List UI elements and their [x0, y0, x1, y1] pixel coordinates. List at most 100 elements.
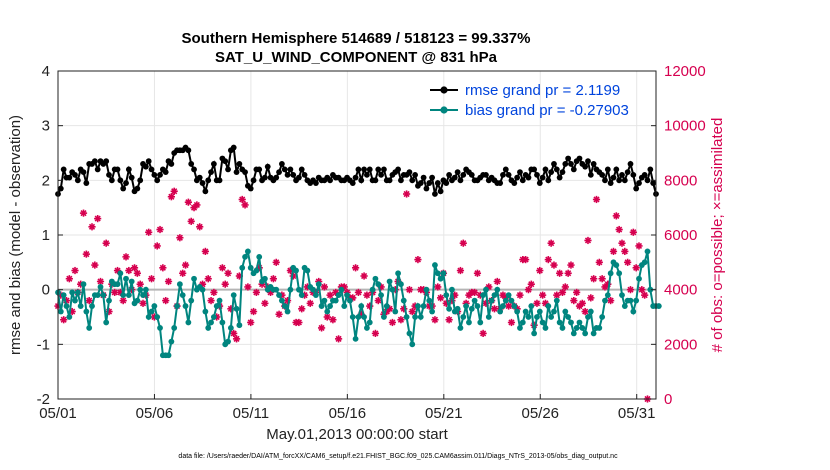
obs-count-point [402, 190, 411, 198]
obs-count-point [459, 239, 467, 247]
bias-point [485, 314, 492, 320]
obs-marker-stroke [457, 267, 464, 274]
obs-marker-stroke [491, 305, 498, 312]
bias-point [426, 297, 433, 304]
bias-point [553, 297, 560, 304]
rmse-point [225, 166, 231, 173]
bias-point [80, 281, 87, 288]
bias-point [304, 267, 311, 274]
rmse-point [57, 185, 64, 192]
bias-point [94, 292, 101, 299]
obs-count-point [156, 225, 164, 234]
bias-point [522, 308, 529, 315]
bias-point [128, 278, 135, 285]
obs-count-point [456, 266, 465, 275]
rmse-point [205, 177, 212, 184]
bias-point [366, 319, 373, 326]
obs-count-point [434, 283, 442, 291]
bias-point [494, 286, 501, 293]
rmse-point [568, 161, 574, 167]
bias-point [205, 325, 212, 331]
y-right-tick-label: 0 [664, 391, 672, 408]
bias-point [460, 314, 467, 320]
x-tick-label: 05/16 [329, 405, 367, 422]
rmse-point [298, 166, 305, 173]
obs-marker-stroke [635, 242, 643, 250]
rmse-point [66, 174, 73, 181]
bias-point [66, 314, 73, 320]
rmse-point [242, 169, 248, 176]
obs-marker-stroke [88, 223, 96, 230]
bias-point [344, 292, 350, 299]
obs-count-point [615, 225, 623, 234]
obs-count-point [363, 291, 371, 299]
bias-point [287, 286, 294, 293]
obs-marker-stroke [539, 292, 546, 299]
obs-count-point [607, 297, 615, 305]
rmse-series [55, 144, 659, 197]
obs-count-point [558, 288, 567, 296]
rmse-point [290, 171, 297, 178]
rmse-point [497, 180, 504, 186]
obs-count-point [592, 195, 601, 204]
rmse-point [468, 171, 475, 178]
rmse-point [125, 166, 132, 173]
obs-marker-stroke [103, 240, 110, 247]
bias-point [313, 292, 319, 299]
obs-count-point [60, 316, 68, 324]
rmse-point [247, 185, 254, 192]
obs-count-point [431, 316, 439, 324]
bias-point [568, 319, 574, 326]
obs-count-point [564, 269, 572, 277]
obs-count-point [351, 264, 360, 272]
rmse-point [128, 174, 135, 181]
rmse-point [548, 169, 555, 176]
rmse-point [287, 166, 294, 173]
rmse-point [519, 177, 526, 184]
bias-point [429, 308, 436, 315]
rmse-point [446, 171, 453, 178]
bias-point [244, 248, 251, 255]
bias-point [256, 253, 263, 260]
obs-marker-stroke [567, 261, 575, 269]
chart-title-line2: SAT_U_WIND_COMPONENT @ 831 hPa [215, 49, 498, 66]
bias-point [174, 303, 180, 309]
obs-marker-stroke [233, 335, 240, 342]
bias-point [457, 325, 464, 331]
bias-point [409, 341, 416, 348]
obs-marker-stroke [171, 188, 178, 195]
rmse-point [636, 180, 642, 186]
obs-marker-stroke [372, 330, 379, 337]
obs-marker-stroke [94, 215, 101, 222]
legend-bias-label: bias grand pr = -0.27903 [465, 102, 629, 119]
y-gridlines [58, 70, 656, 400]
bias-point [315, 281, 322, 288]
rmse-point [644, 177, 651, 184]
obs-marker-stroke [630, 229, 637, 236]
obs-marker-stroke [616, 226, 623, 233]
bias-point [273, 286, 280, 293]
obs-count-point [187, 217, 195, 225]
rmse-point [570, 166, 577, 173]
obs-count-point [397, 316, 405, 324]
obs-marker-stroke [375, 297, 382, 304]
bias-point [570, 330, 577, 337]
bias-point [165, 352, 172, 359]
obs-marker-stroke [244, 283, 251, 291]
obs-marker-stroke [633, 264, 640, 271]
rmse-point [281, 166, 288, 173]
rmse-point [517, 169, 523, 176]
obs-marker-stroke [516, 292, 524, 299]
rmse-point [565, 155, 572, 162]
obs-count-point [590, 275, 598, 283]
obs-marker-stroke [480, 330, 487, 337]
bias-point [474, 303, 481, 309]
bias-point [576, 319, 583, 326]
obs-count-point [130, 264, 139, 272]
obs-marker-stroke [638, 286, 645, 293]
obs-count-point [626, 286, 635, 294]
rmse-point [72, 171, 78, 178]
bias-point [655, 303, 662, 309]
bias-point [590, 330, 597, 337]
bias-point [60, 292, 67, 299]
